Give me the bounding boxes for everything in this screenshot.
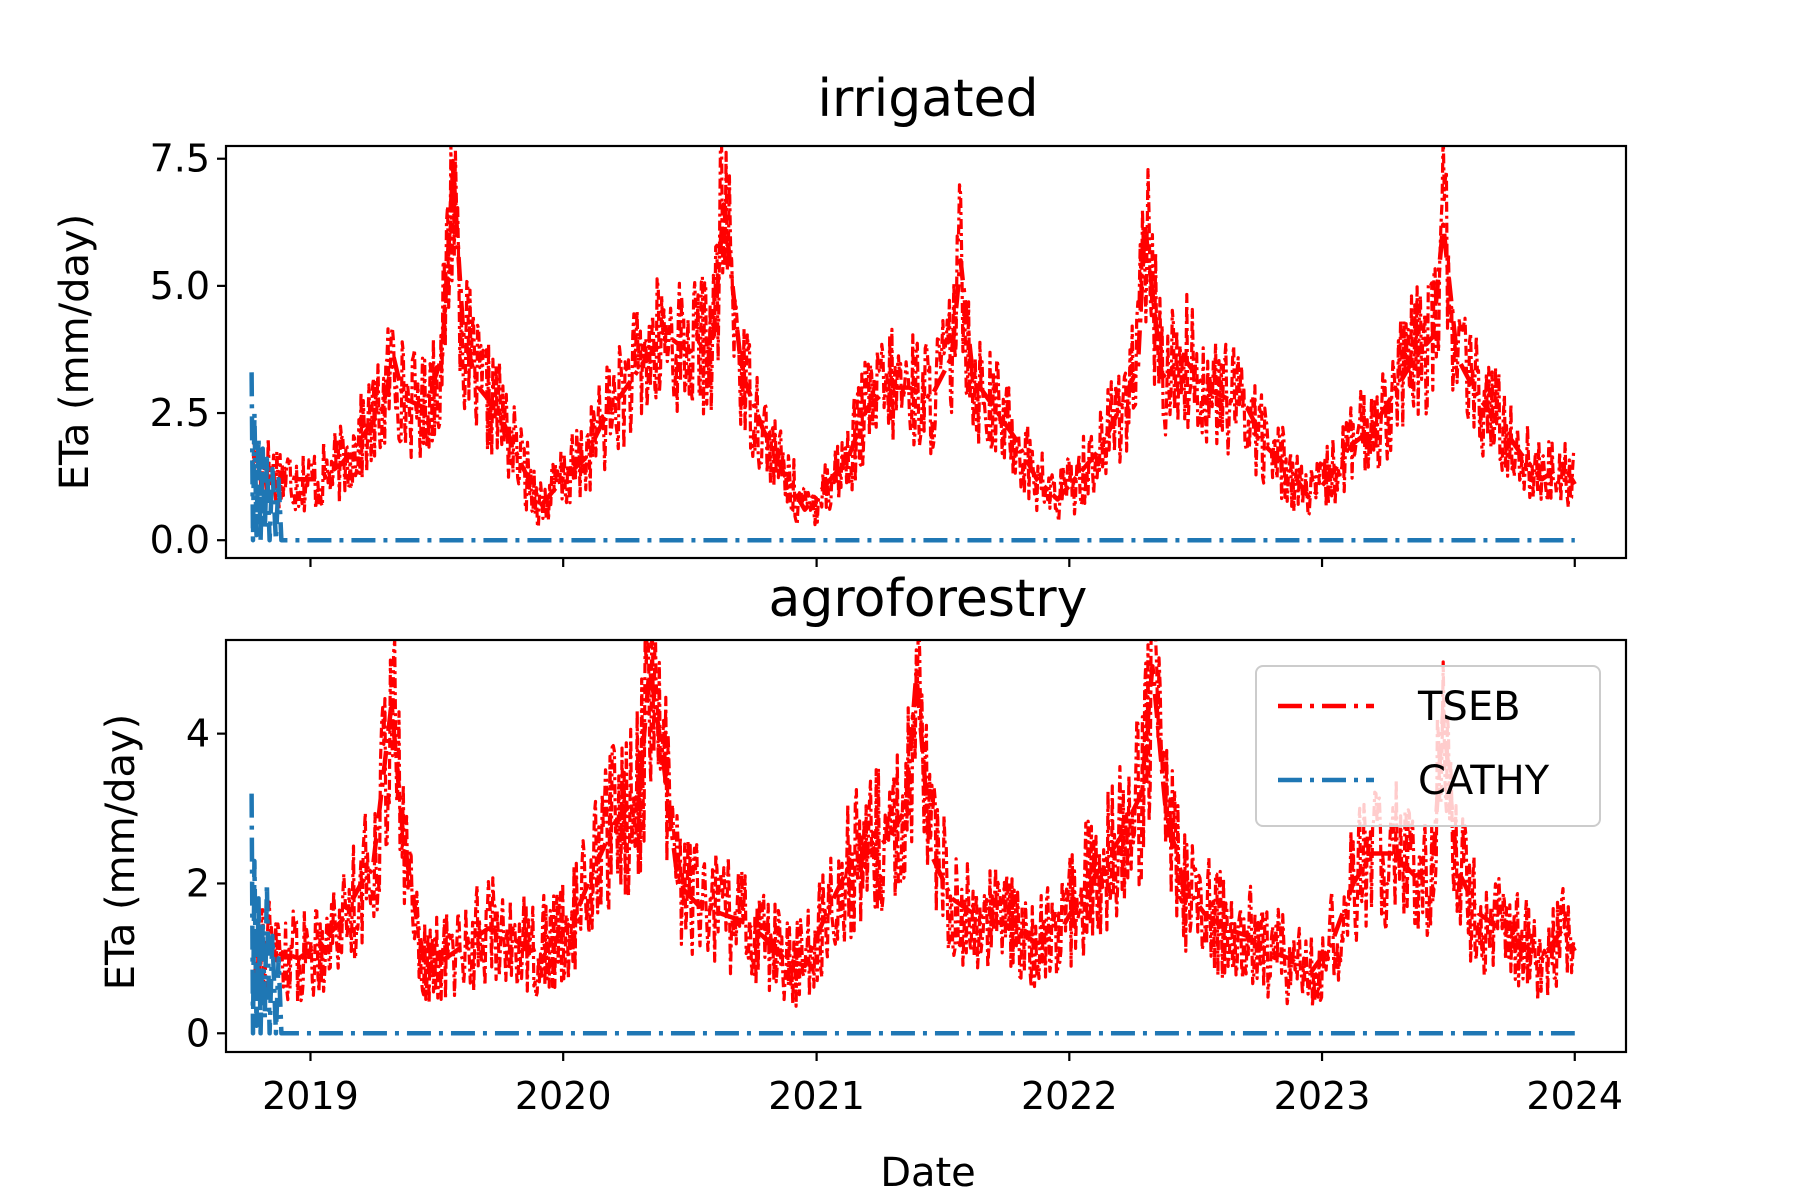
x-axis	[309, 558, 1576, 567]
y-tick: 4	[186, 712, 226, 756]
legend-label-cathy: CATHY	[1418, 758, 1550, 804]
y-axis-label: ETa (mm/day)	[52, 214, 98, 491]
panel-title: agroforestry	[769, 569, 1088, 629]
legend-entry: CATHY	[1278, 758, 1550, 804]
x-tick: 2023	[1274, 1052, 1371, 1118]
x-axis-label: Date	[880, 1150, 976, 1196]
x-tick: 2020	[515, 1052, 612, 1118]
y-tick-label: 2	[186, 861, 210, 905]
legend: TSEB CATHY	[1255, 665, 1601, 827]
series-line-cathy	[249, 372, 1575, 543]
series-line-cathy	[249, 793, 1575, 1036]
legend-label-tseb: TSEB	[1417, 684, 1521, 730]
x-tick-label: 2020	[515, 1074, 612, 1118]
y-tick: 2	[186, 861, 226, 905]
panel-agroforestry: agroforestry 0 2 4 2019 2020 2021 2022 2…	[98, 569, 1628, 1196]
series-noise-tseb	[251, 146, 1576, 529]
x-axis: 2019 2020 2021 2022 2023 2024	[262, 1052, 1623, 1118]
panel-irrigated: irrigated 0.0 2.5 5.0 7.5 ETa (mm/day)	[52, 69, 1628, 567]
plot-frame	[224, 638, 1628, 1054]
x-tick-label: 2022	[1021, 1074, 1118, 1118]
y-axis: 0.0 2.5 5.0 7.5	[150, 137, 226, 562]
y-tick: 7.5	[150, 137, 226, 181]
panel-title: irrigated	[818, 69, 1039, 129]
x-tick-label: 2019	[262, 1074, 359, 1118]
y-tick-label: 0	[186, 1011, 210, 1055]
y-tick: 5.0	[150, 264, 226, 308]
x-tick: 2019	[262, 1052, 359, 1118]
y-tick-label: 5.0	[150, 264, 210, 308]
series-noise-tseb	[251, 640, 1576, 1009]
y-tick-label: 2.5	[150, 391, 210, 435]
x-tick-label: 2024	[1526, 1074, 1623, 1118]
x-tick-label: 2021	[768, 1074, 865, 1118]
y-axis: 0 2 4	[186, 712, 226, 1055]
x-tick: 2021	[768, 1052, 865, 1118]
y-tick-label: 4	[186, 712, 210, 756]
y-tick-label: 0.0	[150, 518, 210, 562]
y-axis-label: ETa (mm/day)	[98, 714, 144, 991]
y-tick: 2.5	[150, 391, 226, 435]
x-tick: 2024	[1526, 1052, 1623, 1118]
y-tick-label: 7.5	[150, 137, 210, 181]
y-tick: 0	[186, 1011, 226, 1055]
series-layer	[249, 640, 1577, 1036]
x-tick: 2022	[1021, 1052, 1118, 1118]
x-tick-label: 2023	[1274, 1074, 1371, 1118]
legend-entry: TSEB	[1278, 684, 1521, 730]
y-tick: 0.0	[150, 518, 226, 562]
plot-frame	[224, 144, 1628, 560]
series-layer	[249, 146, 1577, 543]
